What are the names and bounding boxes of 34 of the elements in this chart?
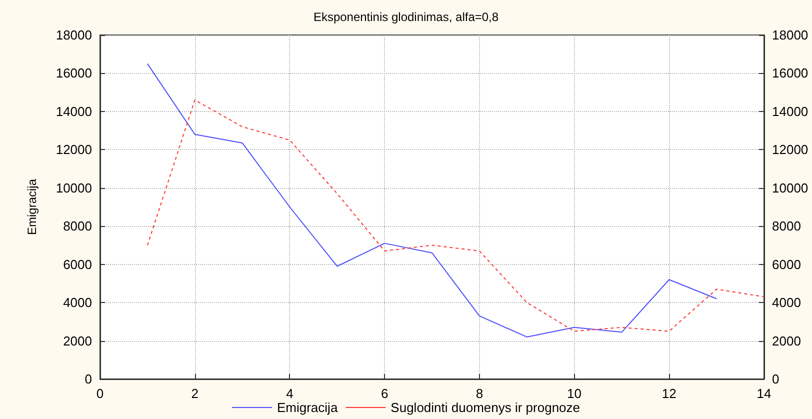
x-tick-label: 10 <box>567 386 582 401</box>
y-tick-label: 14000 <box>56 104 92 119</box>
x-tick-label: 14 <box>756 386 772 401</box>
y2-tick-label: 4000 <box>772 295 801 310</box>
y-tick-label: 16000 <box>56 66 92 81</box>
x-tick-label: 6 <box>380 386 388 401</box>
y-tick-label: 2000 <box>63 333 92 348</box>
y-tick-label: 12000 <box>56 142 92 158</box>
x-tick-label: 4 <box>286 386 294 401</box>
y-axis-title: Emigracija <box>25 178 39 236</box>
y-tick-label: 6000 <box>63 256 92 272</box>
y2-tick-label: 0 <box>772 372 780 386</box>
y-tick-label: 0 <box>84 372 92 386</box>
legend-label: Suglodinti duomenys ir prognoze <box>390 400 580 415</box>
x-tick-label: 8 <box>476 386 484 401</box>
legend-label: Emigracija <box>276 400 338 415</box>
y2-tick-label: 2000 <box>772 333 801 348</box>
y2-tick-label: 14000 <box>772 104 808 119</box>
y2-tick-label: 18000 <box>772 28 808 42</box>
y2-tick-label: 12000 <box>772 142 808 158</box>
line-series <box>146 99 764 332</box>
y-tick-label: 10000 <box>56 180 92 196</box>
x-tick-label: 2 <box>191 386 198 401</box>
y2-tick-label: 8000 <box>772 218 801 234</box>
line-series <box>146 63 718 338</box>
chart-title: Eksponentinis glodinimas, alfa=0,8 <box>313 10 499 24</box>
y-tick-label: 8000 <box>63 218 92 234</box>
y-tick-label: 18000 <box>56 28 92 42</box>
y2-tick-label: 16000 <box>772 66 808 81</box>
y-tick-label: 4000 <box>63 295 92 310</box>
y2-tick-label: 10000 <box>772 180 808 196</box>
x-tick-label: 0 <box>96 386 104 401</box>
y2-tick-label: 6000 <box>772 256 801 272</box>
x-tick-label: 12 <box>662 386 676 401</box>
